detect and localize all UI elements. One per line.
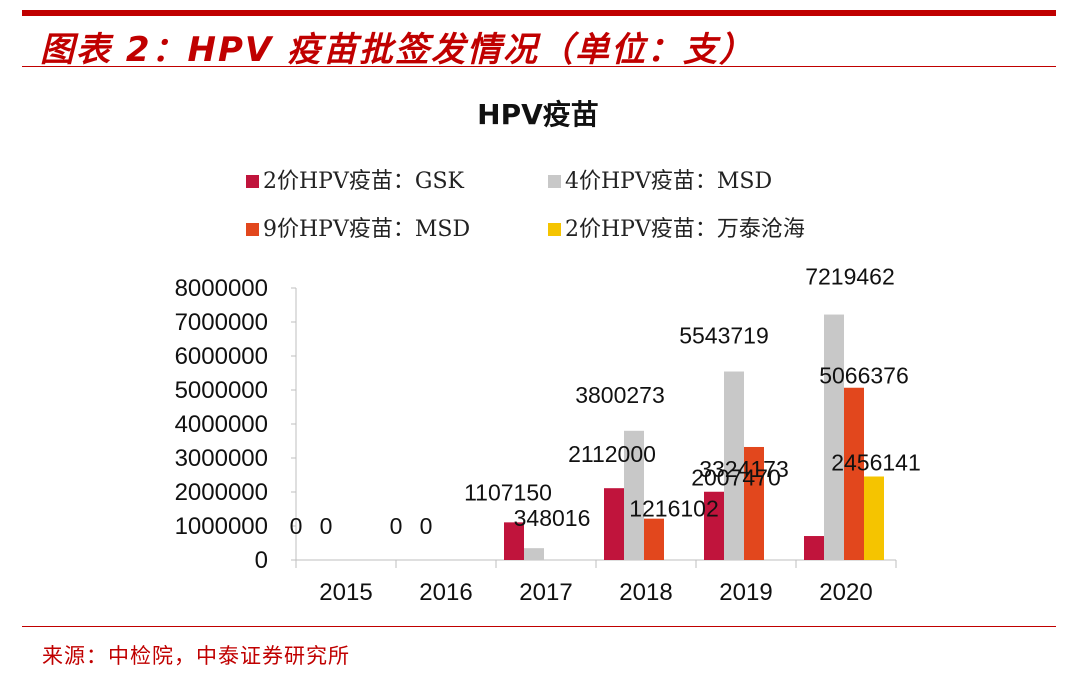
y-tick-label: 6000000 (175, 343, 268, 370)
x-tick-label: 2017 (519, 579, 572, 606)
data-label-2020-series-3: 5066376 (819, 363, 909, 389)
footer-divider (22, 626, 1056, 627)
y-tick-label: 3000000 (175, 445, 268, 472)
data-label-2015-series-2: 0 (320, 513, 333, 539)
bar-2017-series-2 (524, 548, 544, 560)
data-label-2019-series-2: 5543719 (679, 323, 769, 349)
legend-label-3: 9价HPV疫苗：MSD (263, 217, 470, 242)
y-tick-label: 8000000 (175, 275, 268, 302)
data-label-2017-series-2: 348016 (514, 505, 591, 531)
data-label-2019-series-3: 3324173 (699, 456, 789, 482)
data-label-2020-series-2: 7219462 (805, 264, 895, 290)
bar-2019-series-3 (744, 446, 764, 560)
legend-label-1: 2价HPV疫苗：GSK (263, 169, 465, 194)
bar-2018-series-3 (644, 518, 664, 560)
y-tick-label: 7000000 (175, 309, 268, 336)
x-tick-label: 2019 (719, 579, 772, 606)
bar-2020-series-1 (804, 536, 824, 560)
x-tick-label: 2020 (819, 579, 872, 606)
x-tick-label: 2018 (619, 579, 672, 606)
bar-2020-series-4 (864, 476, 884, 560)
header-divider (22, 66, 1056, 67)
legend-swatch-1 (246, 175, 259, 188)
data-label-2017-series-1: 1107150 (464, 479, 552, 505)
data-label-2016-series-1: 0 (390, 513, 403, 539)
bar-2019-series-1 (704, 491, 724, 560)
bar-2019-series-2 (724, 371, 744, 560)
legend-label-2: 4价HPV疫苗：MSD (565, 169, 772, 194)
y-tick-label: 1000000 (175, 513, 268, 540)
bar-2020-series-3 (844, 387, 864, 560)
legend-swatch-4 (548, 223, 561, 236)
y-tick-label: 0 (255, 547, 268, 574)
bar-2017-series-1 (504, 522, 524, 560)
x-tick-label: 2016 (419, 579, 472, 606)
figure-caption: 图表 2：HPV 疫苗批签发情况（单位：支） (40, 30, 756, 70)
bar-2018-series-1 (604, 488, 624, 560)
legend-label-4: 2价HPV疫苗：万泰沧海 (565, 217, 805, 242)
data-label-2018-series-3: 1216102 (629, 496, 719, 522)
top-accent-bar (22, 10, 1056, 16)
chart-title: HPV疫苗 (477, 98, 599, 131)
source-note: 来源：中检院，中泰证券研究所 (42, 644, 350, 668)
data-label-2015-series-1: 0 (290, 513, 303, 539)
x-tick-label: 2015 (319, 579, 372, 606)
data-label-2018-series-2: 3800273 (575, 382, 665, 408)
bar-2020-series-2 (824, 314, 844, 560)
y-tick-label: 4000000 (175, 411, 268, 438)
data-label-2020-series-4: 2456141 (831, 449, 921, 475)
data-label-2018-series-1: 2112000 (568, 441, 656, 467)
data-label-2016-series-2: 0 (420, 513, 433, 539)
y-tick-label: 2000000 (175, 479, 268, 506)
bar-2018-series-2 (624, 430, 644, 560)
data-label-2019-series-1: 2007470 (691, 465, 781, 491)
legend-swatch-2 (548, 175, 561, 188)
legend-swatch-3 (246, 223, 259, 236)
y-tick-label: 5000000 (175, 377, 268, 404)
